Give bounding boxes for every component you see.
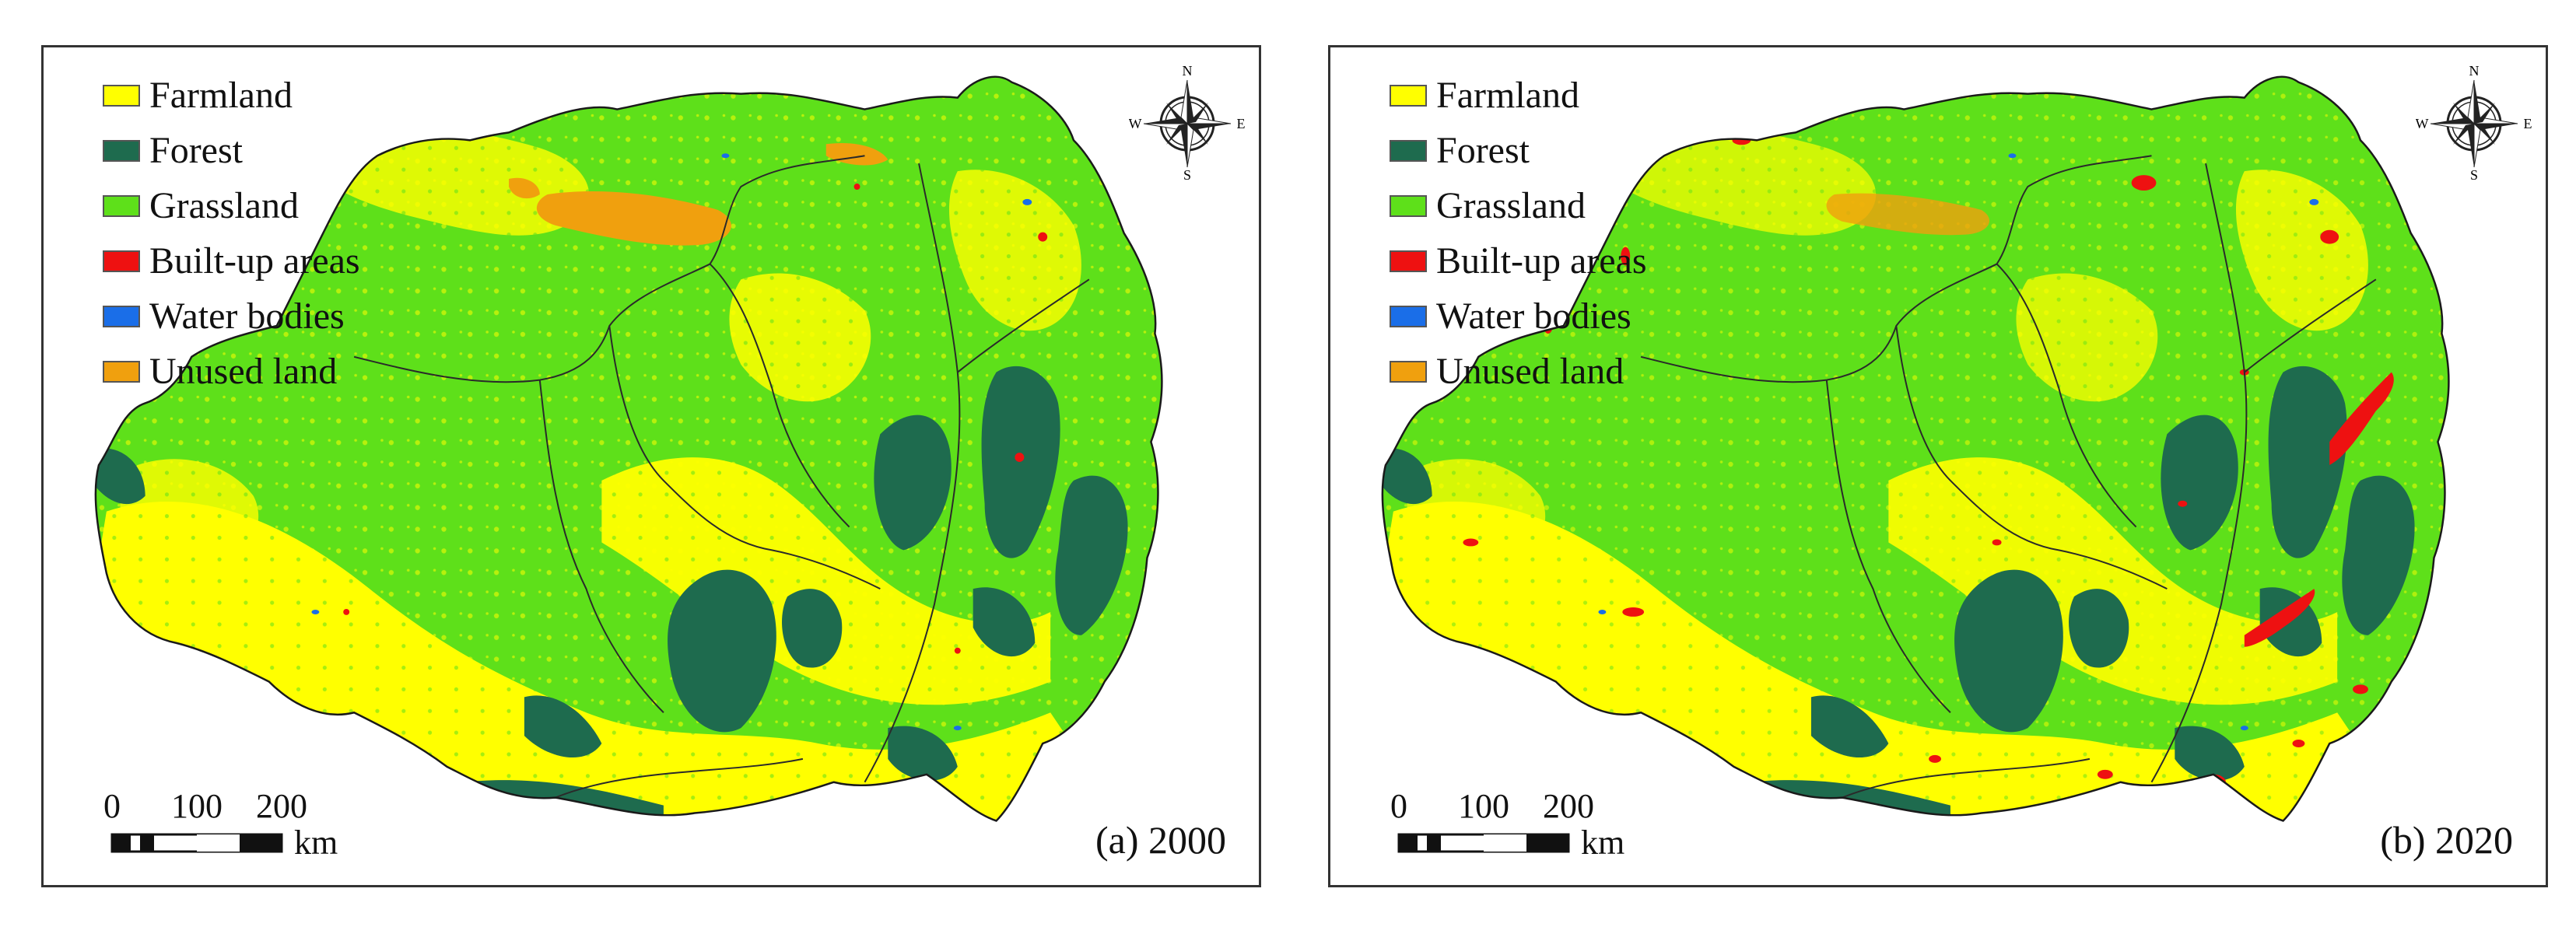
legend-label: Built-up areas [149,240,360,282]
map-legend: Farmland Forest Grassland Built-up areas… [1390,68,1647,399]
legend-item-farmland: Farmland [1390,68,1647,123]
legend-item-grassland: Grassland [103,178,360,233]
scale-tick-100: 100 [1458,787,1509,825]
scale-bar: 0 100 200 km [1391,787,1624,862]
legend-label: Unused land [149,350,338,392]
legend-label: Unused land [1436,350,1624,392]
province-boundaries-2020 [1640,155,2377,799]
unused-land-swatch [103,360,140,383]
built-up-swatch [103,250,140,272]
scale-tick-0: 0 [104,787,121,825]
legend-label: Forest [1436,129,1530,171]
compass-w: W [2416,116,2429,131]
built-up-swatch [1390,250,1427,272]
panel-caption: (b) 2020 [2380,818,2513,862]
legend-item-built-up: Built-up areas [103,233,360,289]
scale-bar: 0 100 200 km [104,787,338,862]
water-swatch [1390,305,1427,327]
unused-land-swatch [1390,360,1427,383]
compass-s: S [1183,167,1191,180]
map-panel-2020: Farmland Forest Grassland Built-up areas… [1328,45,2548,887]
land-use-map-2020 [1381,75,2450,822]
legend-item-water: Water bodies [1390,289,1647,344]
scale-tick-0: 0 [1391,787,1407,825]
compass-w: W [1129,116,1142,131]
forest-swatch [1390,139,1427,162]
legend-item-unused: Unused land [1390,344,1647,399]
scale-tick-200: 200 [1543,787,1594,825]
map-panel-2000: Farmland Forest Grassland Built-up areas… [41,45,1261,887]
province-boundaries-2000 [353,155,1090,799]
forest-swatch [103,139,140,162]
legend-item-grassland: Grassland [1390,178,1647,233]
grassland-swatch [103,194,140,217]
panel-caption: (a) 2000 [1095,818,1226,862]
compass-n: N [1183,63,1193,79]
legend-item-unused: Unused land [103,344,360,399]
scale-tick-200: 200 [256,787,307,825]
farmland-swatch [1390,84,1427,107]
legend-item-farmland: Farmland [103,68,360,123]
legend-item-water: Water bodies [103,289,360,344]
map-legend: Farmland Forest Grassland Built-up areas… [103,68,360,399]
land-use-map-2000 [94,75,1163,822]
scale-unit: km [1581,824,1624,862]
legend-label: Built-up areas [1436,240,1647,282]
water-swatch [103,305,140,327]
legend-label: Farmland [149,74,293,116]
compass-s: S [2470,167,2478,180]
farmland-swatch [103,84,140,107]
legend-item-forest: Forest [1390,123,1647,178]
grassland-swatch [1390,194,1427,217]
legend-label: Forest [149,129,243,171]
legend-label: Water bodies [1436,295,1631,337]
legend-label: Farmland [1436,74,1579,116]
legend-item-built-up: Built-up areas [1390,233,1647,289]
compass-rose-icon: N S E W [2416,63,2532,180]
legend-label: Grassland [149,184,299,226]
compass-rose-icon: N S E W [1129,63,1246,180]
legend-item-forest: Forest [103,123,360,178]
scale-unit: km [294,824,338,862]
compass-e: E [1237,116,1246,131]
legend-label: Grassland [1436,184,1586,226]
scale-tick-100: 100 [171,787,223,825]
compass-n: N [2469,63,2480,79]
legend-label: Water bodies [149,295,345,337]
compass-e: E [2524,116,2532,131]
